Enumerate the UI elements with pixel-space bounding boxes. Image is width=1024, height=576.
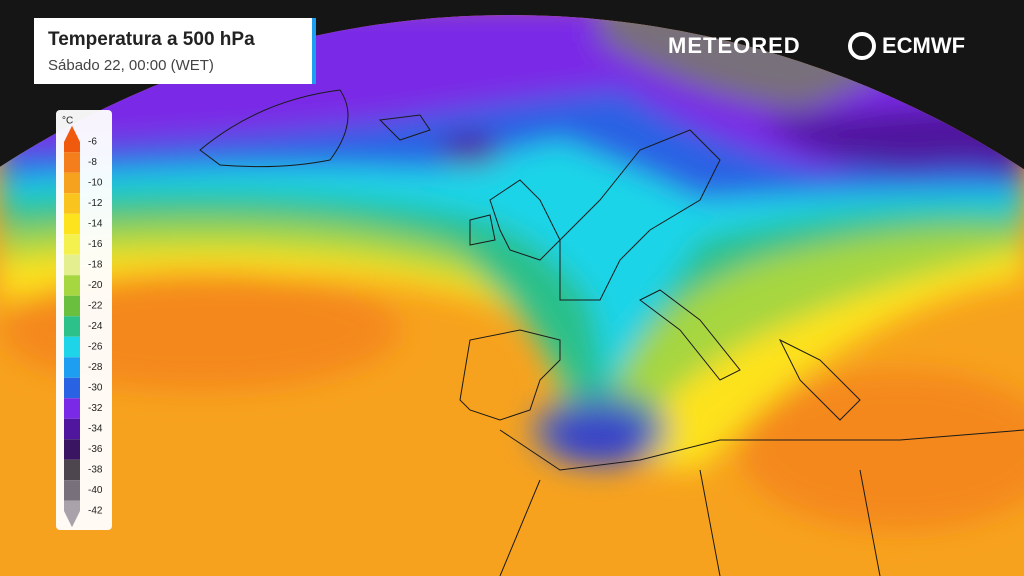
legend-label: -12 <box>88 198 103 209</box>
subtitle: Sábado 22, 00:00 (WET) <box>48 57 214 74</box>
legend-label: -36 <box>88 444 103 455</box>
legend-label: -42 <box>88 506 103 517</box>
legend-label: -24 <box>88 321 103 332</box>
legend-label: -18 <box>88 260 103 271</box>
legend-label: -38 <box>88 465 103 476</box>
legend-swatch <box>64 316 80 337</box>
legend-label: -14 <box>88 219 103 230</box>
legend-swatch <box>64 254 80 276</box>
legend-swatch <box>64 275 80 296</box>
title: Temperatura a 500 hPa <box>48 29 255 50</box>
legend-swatch <box>64 193 80 214</box>
legend-label: -28 <box>88 362 103 373</box>
legend-label: -26 <box>88 342 103 353</box>
legend-label: -34 <box>88 424 103 435</box>
legend-swatch <box>64 152 80 173</box>
legend-unit: °C <box>62 116 73 127</box>
legend-swatch <box>64 418 80 440</box>
legend-swatch <box>64 500 80 528</box>
legend-swatch <box>64 213 80 235</box>
logo-ecmwf: ECMWF <box>882 33 965 58</box>
title-accent <box>312 18 316 84</box>
legend-label: -40 <box>88 485 103 496</box>
legend-label: -8 <box>88 157 97 168</box>
logo-meteored: METEORED <box>668 33 801 58</box>
legend-label: -30 <box>88 383 103 394</box>
title-box <box>34 18 316 84</box>
legend-swatch <box>64 336 80 358</box>
legend-swatch <box>64 234 80 255</box>
legend-label: -22 <box>88 301 103 312</box>
legend-swatch <box>64 125 80 153</box>
legend: -6 -8 -10 -12 -14 -16 -18 -20 -22 -24 -26 -28 -30 -32… <box>64 125 103 528</box>
legend-label: -10 <box>88 178 103 189</box>
ecmwf-icon <box>848 32 876 60</box>
legend-label: -32 <box>88 403 103 414</box>
legend-swatch <box>64 172 80 194</box>
legend-swatch <box>64 357 80 378</box>
legend-swatch <box>64 295 80 317</box>
legend-label: -20 <box>88 280 103 291</box>
legend-swatch <box>64 480 80 501</box>
legend-swatch <box>64 398 80 419</box>
legend-label: -16 <box>88 239 103 250</box>
legend-label: -6 <box>88 137 97 148</box>
legend-swatch <box>64 439 80 460</box>
legend-swatch <box>64 459 80 481</box>
coastlines <box>199 89 1024 576</box>
legend-swatch <box>64 377 80 399</box>
